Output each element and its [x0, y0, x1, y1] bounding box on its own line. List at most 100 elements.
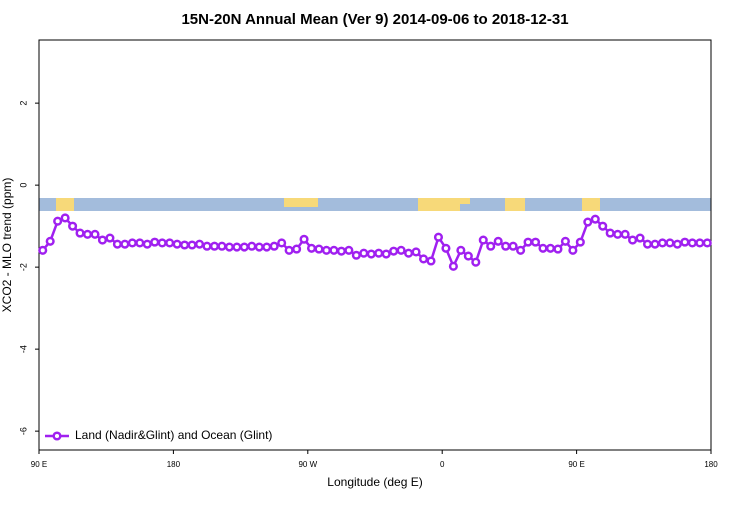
data-point [127, 238, 137, 248]
data-point [336, 246, 346, 256]
data-point [508, 241, 518, 251]
y-tick-label: -2 [18, 263, 28, 271]
data-point [523, 237, 533, 247]
y-axis-label: XCO2 - MLO trend (ppm) [0, 178, 14, 313]
data-point [97, 235, 108, 245]
data-point [642, 239, 653, 249]
data-point [150, 237, 160, 247]
data-point [247, 241, 257, 251]
data-point [217, 241, 227, 251]
data-point [239, 242, 249, 252]
data-point [568, 245, 578, 255]
data-point [135, 238, 145, 248]
data-point [262, 242, 272, 252]
data-point [463, 251, 473, 261]
data-point [702, 238, 712, 248]
y-tick-label: 0 [18, 183, 28, 188]
data-point [351, 250, 361, 260]
data-point [389, 246, 399, 256]
data-point [680, 237, 690, 247]
data-point [53, 216, 63, 226]
data-point [635, 233, 645, 243]
y-tick-label: -4 [18, 345, 28, 353]
data-point [224, 242, 234, 252]
data-point [38, 245, 48, 255]
data-point [329, 245, 339, 255]
data-point [209, 241, 220, 251]
data-point [396, 245, 406, 255]
data-point [374, 248, 384, 258]
data-point [545, 243, 556, 253]
legend-label: Land (Nadir&Glint) and Ocean (Glint) [75, 428, 272, 442]
data-point [471, 257, 481, 267]
data-point [157, 238, 167, 248]
y-tick-label: 2 [18, 101, 28, 106]
data-point [306, 243, 317, 253]
data-point [45, 236, 55, 246]
x-tick-label: 90 E [31, 460, 47, 469]
data-point [75, 228, 85, 238]
data-point [60, 213, 70, 223]
data-point [560, 236, 570, 246]
data-point [583, 217, 593, 227]
data-point [478, 235, 488, 245]
data-point [590, 214, 600, 224]
data-point [486, 241, 496, 251]
data-point [575, 237, 585, 247]
data-point [695, 238, 705, 248]
data-point [613, 229, 623, 239]
data-point [105, 233, 115, 243]
data-point [68, 221, 78, 231]
data-point [501, 241, 511, 251]
chart-title: 15N-20N Annual Mean (Ver 9) 2014-09-06 t… [181, 11, 568, 28]
data-point [292, 244, 302, 254]
data-point [404, 248, 414, 258]
data-point [366, 249, 376, 259]
data-point [142, 239, 152, 249]
data-point [628, 235, 638, 245]
data-point [493, 236, 503, 246]
data-point [321, 245, 332, 255]
data-point [202, 241, 212, 251]
data-point [687, 238, 697, 248]
data-point [254, 242, 264, 252]
data-point [426, 256, 436, 266]
data-point [112, 239, 122, 249]
data-point [299, 234, 309, 244]
data-point [657, 238, 668, 248]
data-point [165, 238, 175, 248]
data-point [448, 261, 458, 271]
data-point [411, 247, 421, 257]
data-point [620, 229, 630, 239]
data-point [90, 229, 100, 239]
x-axis-label: Longitude (deg E) [327, 475, 422, 489]
data-point [598, 221, 608, 231]
data-point [665, 238, 675, 248]
x-tick-label: 90 E [568, 460, 584, 469]
data-point [456, 245, 466, 255]
data-point [314, 244, 324, 254]
data-point [538, 243, 548, 253]
data-point [277, 238, 287, 248]
data-point [172, 239, 182, 249]
y-tick-label: -6 [18, 427, 28, 435]
data-point [441, 243, 451, 253]
data-point [530, 237, 541, 247]
data-point [650, 239, 660, 249]
x-tick-label: 180 [167, 460, 181, 469]
data-point [381, 249, 391, 259]
data-point [672, 239, 682, 249]
data-point [433, 232, 444, 242]
data-point [232, 242, 242, 252]
data-point [284, 245, 294, 255]
data-point [194, 239, 205, 249]
data-point [180, 240, 190, 250]
data-point [605, 228, 615, 238]
data-point [82, 229, 93, 239]
data-point [187, 240, 197, 250]
x-tick-label: 180 [704, 460, 718, 469]
x-tick-label: 90 W [298, 460, 317, 469]
legend-marker [52, 431, 62, 441]
data-point [120, 239, 130, 249]
